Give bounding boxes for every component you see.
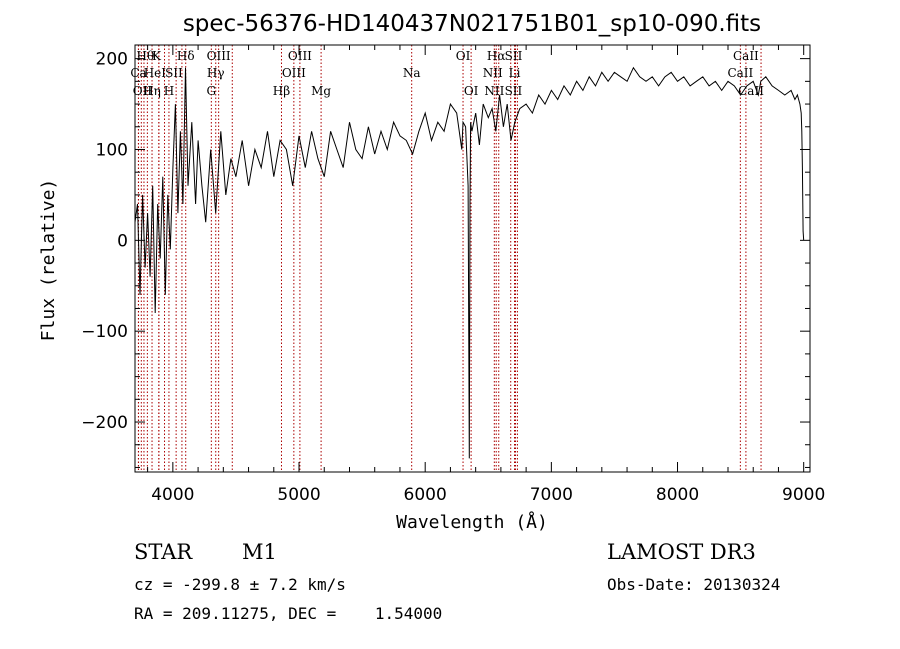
y-tick-label: 0: [117, 231, 128, 251]
spectral-line-label: Li: [509, 66, 521, 80]
spectral-line-label: CaII: [727, 66, 753, 80]
spectral-line-label: OIII: [207, 49, 231, 63]
spectral-line-label: OIII: [288, 49, 312, 63]
spectral-line-label: Hη: [143, 84, 161, 98]
y-tick-label: −100: [81, 322, 128, 342]
y-tick-label: 100: [96, 140, 128, 160]
x-tick-label: 9000: [782, 485, 825, 505]
spectral-line-label: NII: [483, 66, 503, 80]
x-tick-label: 7000: [530, 485, 573, 505]
spectral-line-label: SII: [505, 84, 523, 98]
flux-series-line: [134, 66, 805, 459]
y-tick-label: 200: [96, 50, 128, 70]
spectral-line-label: Hδ: [177, 49, 195, 63]
spectral-line-label: Hγ: [207, 66, 225, 80]
x-tick-label: 8000: [656, 485, 699, 505]
ra-dec-coordinates: RA = 209.11275, DEC = 1.54000: [134, 604, 443, 623]
survey-name: LAMOST DR3: [607, 540, 756, 564]
spectral-line-label: K: [152, 49, 162, 63]
spectral-line-label: OII: [133, 84, 153, 98]
spectral-line-label: Hβ: [273, 84, 290, 98]
spectral-line-label: HeI: [144, 66, 167, 80]
plot-frame: [134, 44, 811, 473]
spectral-line-label: G: [207, 84, 217, 98]
observation-date: Obs-Date: 20130324: [607, 575, 781, 594]
redshift-value: cz = -299.8 ± 7.2 km/s: [134, 575, 346, 594]
chart-title: spec-56376-HD140437N021751B01_sp10-090.f…: [183, 11, 761, 37]
x-tick-label: 6000: [404, 485, 447, 505]
spectral-line-label: SII: [505, 49, 523, 63]
y-axis-ticks: −200 −100 0 100 200: [81, 50, 810, 468]
x-tick-label: 4000: [151, 485, 194, 505]
spectral-line-label: Hα: [487, 49, 506, 63]
y-axis-label: Flux (relative): [38, 179, 59, 342]
y-tick-label: −200: [81, 413, 128, 433]
spectral-line-label: Hθ: [137, 49, 155, 63]
object-subclass: M1: [242, 540, 277, 564]
spectral-line-label: H: [164, 84, 174, 98]
spectral-line-label: SII: [165, 66, 183, 80]
spectral-line-markers: [137, 45, 762, 472]
x-axis-ticks: 4000 5000 6000 7000 8000 9000: [147, 45, 825, 505]
spectral-line-label: OI: [456, 49, 471, 63]
spectral-line-label: Na: [403, 66, 421, 80]
spectral-line-label: OIII: [282, 66, 306, 80]
object-type: STAR: [134, 540, 193, 564]
spectral-line-label: Ca: [130, 66, 146, 80]
x-axis-label: Wavelength (Å): [396, 511, 548, 533]
spectral-line-label: OI: [464, 84, 479, 98]
x-tick-label: 5000: [277, 485, 320, 505]
spectral-line-label: CaII: [733, 49, 759, 63]
spectral-line-label: Mg: [311, 84, 331, 98]
spectral-line-label: NII: [484, 84, 504, 98]
